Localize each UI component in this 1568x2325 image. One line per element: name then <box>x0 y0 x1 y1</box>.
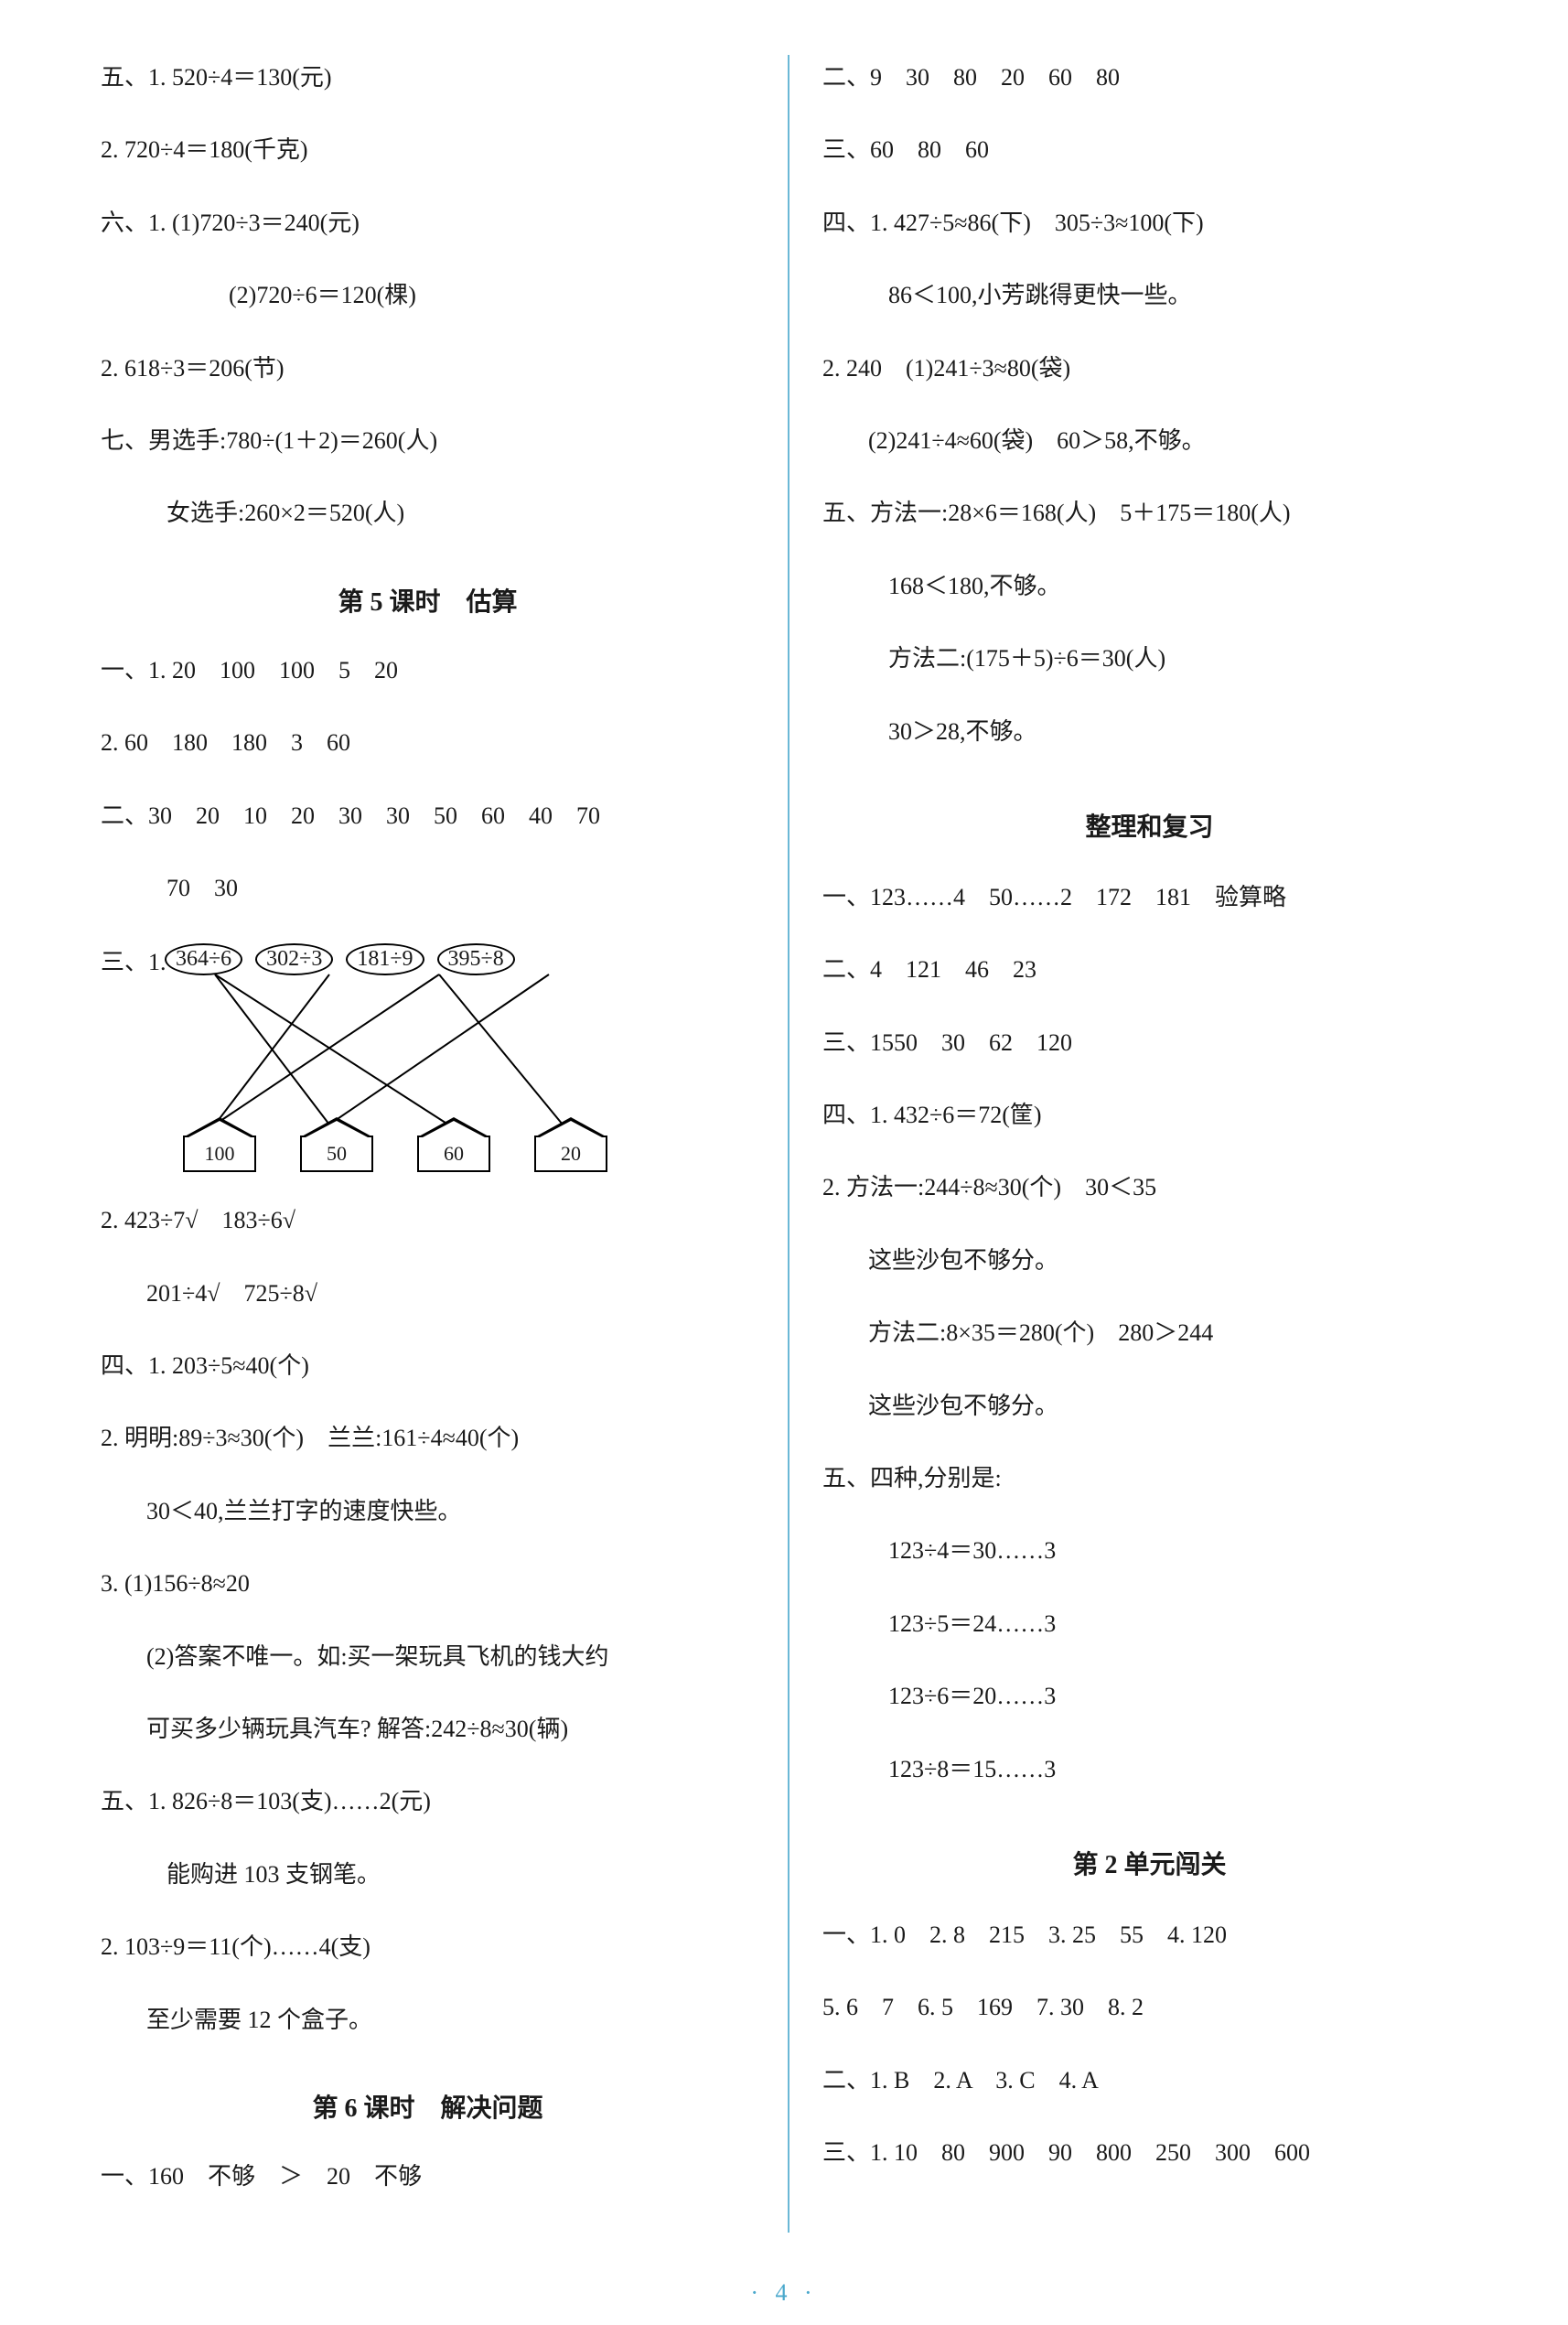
answer-line: 2. 618÷3＝206(节) <box>101 346 755 391</box>
answer-line: 123÷6＝20……3 <box>822 1674 1477 1718</box>
section-heading: 第 5 课时 估算 <box>101 582 755 619</box>
answer-line: 3. (1)156÷8≈20 <box>101 1561 755 1606</box>
house: 50 <box>300 1117 373 1172</box>
house-value: 100 <box>183 1136 256 1172</box>
answer-line: 2. 720÷4＝180(千克) <box>101 127 755 172</box>
answer-line: 二、30 20 10 20 30 30 50 60 40 70 <box>101 793 755 838</box>
matching-diagram: 三、1. 364÷6 302÷3 181÷9 395÷8 100 50 60 2… <box>101 943 755 1172</box>
answer-line: 七、男选手:780÷(1＋2)＝260(人) <box>101 418 755 463</box>
answer-line: 二、4 121 46 23 <box>822 947 1477 992</box>
answer-line: 5. 6 7 6. 5 169 7. 30 8. 2 <box>822 1985 1477 2029</box>
answer-line: 123÷4＝30……3 <box>822 1528 1477 1573</box>
answer-line: 123÷8＝15……3 <box>822 1747 1477 1792</box>
answer-line: 30＜40,兰兰打字的速度快些。 <box>101 1489 755 1534</box>
answer-line: 四、1. 203÷5≈40(个) <box>101 1343 755 1388</box>
answer-line: 五、1. 520÷4＝130(元) <box>101 55 755 100</box>
house-value: 20 <box>534 1136 607 1172</box>
answer-line: 一、1. 20 100 100 5 20 <box>101 648 755 693</box>
house: 60 <box>417 1117 490 1172</box>
answer-line: 四、1. 427÷5≈86(下) 305÷3≈100(下) <box>822 200 1477 245</box>
answer-line: 70 30 <box>101 866 755 910</box>
answer-line: 这些沙包不够分。 <box>822 1238 1477 1283</box>
answer-line: 五、四种,分别是: <box>822 1456 1477 1501</box>
answer-line: (2)720÷6＝120(棵) <box>101 273 755 318</box>
answer-line: (2)答案不唯一。如:买一架玩具飞机的钱大约 <box>101 1634 755 1679</box>
answer-line: 一、160 不够 ＞ 20 不够 <box>101 2154 755 2199</box>
section-heading: 第 6 课时 解决问题 <box>101 2088 755 2125</box>
section-heading: 整理和复习 <box>822 807 1477 844</box>
answer-line: 2. 明明:89÷3≈30(个) 兰兰:161÷4≈40(个) <box>101 1415 755 1460</box>
answer-line: 方法二:(175＋5)÷6＝30(人) <box>822 636 1477 681</box>
answer-line: 二、1. B 2. A 3. C 4. A <box>822 2058 1477 2103</box>
answer-line: 三、1. 10 80 900 90 800 250 300 600 <box>822 2130 1477 2175</box>
answer-line: 一、123……4 50……2 172 181 验算略 <box>822 875 1477 920</box>
answer-line: 六、1. (1)720÷3＝240(元) <box>101 200 755 245</box>
answer-line: 2. 方法一:244÷8≈30(个) 30＜35 <box>822 1165 1477 1210</box>
answer-line: 二、9 30 80 20 60 80 <box>822 55 1477 100</box>
answer-line: 2. 60 180 180 3 60 <box>101 720 755 765</box>
answer-line: 能购进 103 支钢笔。 <box>101 1852 755 1897</box>
answer-line: 2. 423÷7√ 183÷6√ <box>101 1198 755 1243</box>
answer-line: 可买多少辆玩具汽车? 解答:242÷8≈30(辆) <box>101 1706 755 1751</box>
answer-line: 三、60 80 60 <box>822 127 1477 172</box>
house-row: 100 50 60 20 <box>183 1117 607 1172</box>
answer-line: 一、1. 0 2. 8 215 3. 25 55 4. 120 <box>822 1912 1477 1957</box>
problem-label: 三、1. <box>101 943 166 977</box>
left-column: 五、1. 520÷4＝130(元) 2. 720÷4＝180(千克) 六、1. … <box>101 55 782 2233</box>
answer-line: (2)241÷4≈60(袋) 60＞58,不够。 <box>822 418 1477 463</box>
answer-line: 三、1550 30 62 120 <box>822 1020 1477 1065</box>
right-column: 二、9 30 80 20 60 80 三、60 80 60 四、1. 427÷5… <box>795 55 1477 2233</box>
house-value: 60 <box>417 1136 490 1172</box>
answer-line: 女选手:260×2＝520(人) <box>101 490 755 535</box>
answer-line: 123÷5＝24……3 <box>822 1601 1477 1646</box>
answer-line: 这些沙包不够分。 <box>822 1383 1477 1428</box>
section-heading: 第 2 单元闯关 <box>822 1845 1477 1881</box>
house-value: 50 <box>300 1136 373 1172</box>
answer-line: 至少需要 12 个盒子。 <box>101 1997 755 2042</box>
answer-line: 四、1. 432÷6＝72(筐) <box>822 1093 1477 1137</box>
answer-line: 30＞28,不够。 <box>822 709 1477 754</box>
page: 五、1. 520÷4＝130(元) 2. 720÷4＝180(千克) 六、1. … <box>0 0 1568 2269</box>
column-divider <box>788 55 789 2233</box>
answer-line: 2. 240 (1)241÷3≈80(袋) <box>822 346 1477 391</box>
answer-line: 五、方法一:28×6＝168(人) 5＋175＝180(人) <box>822 490 1477 535</box>
house: 20 <box>534 1117 607 1172</box>
matching-lines <box>165 971 631 1136</box>
answer-line: 201÷4√ 725÷8√ <box>101 1271 755 1316</box>
answer-line: 五、1. 826÷8＝103(支)……2(元) <box>101 1779 755 1824</box>
house: 100 <box>183 1117 256 1172</box>
answer-line: 86＜100,小芳跳得更快一些。 <box>822 273 1477 318</box>
answer-line: 168＜180,不够。 <box>822 564 1477 608</box>
answer-line: 方法二:8×35＝280(个) 280＞244 <box>822 1310 1477 1355</box>
answer-line: 2. 103÷9＝11(个)……4(支) <box>101 1924 755 1969</box>
page-number: · 4 · <box>0 2279 1568 2307</box>
